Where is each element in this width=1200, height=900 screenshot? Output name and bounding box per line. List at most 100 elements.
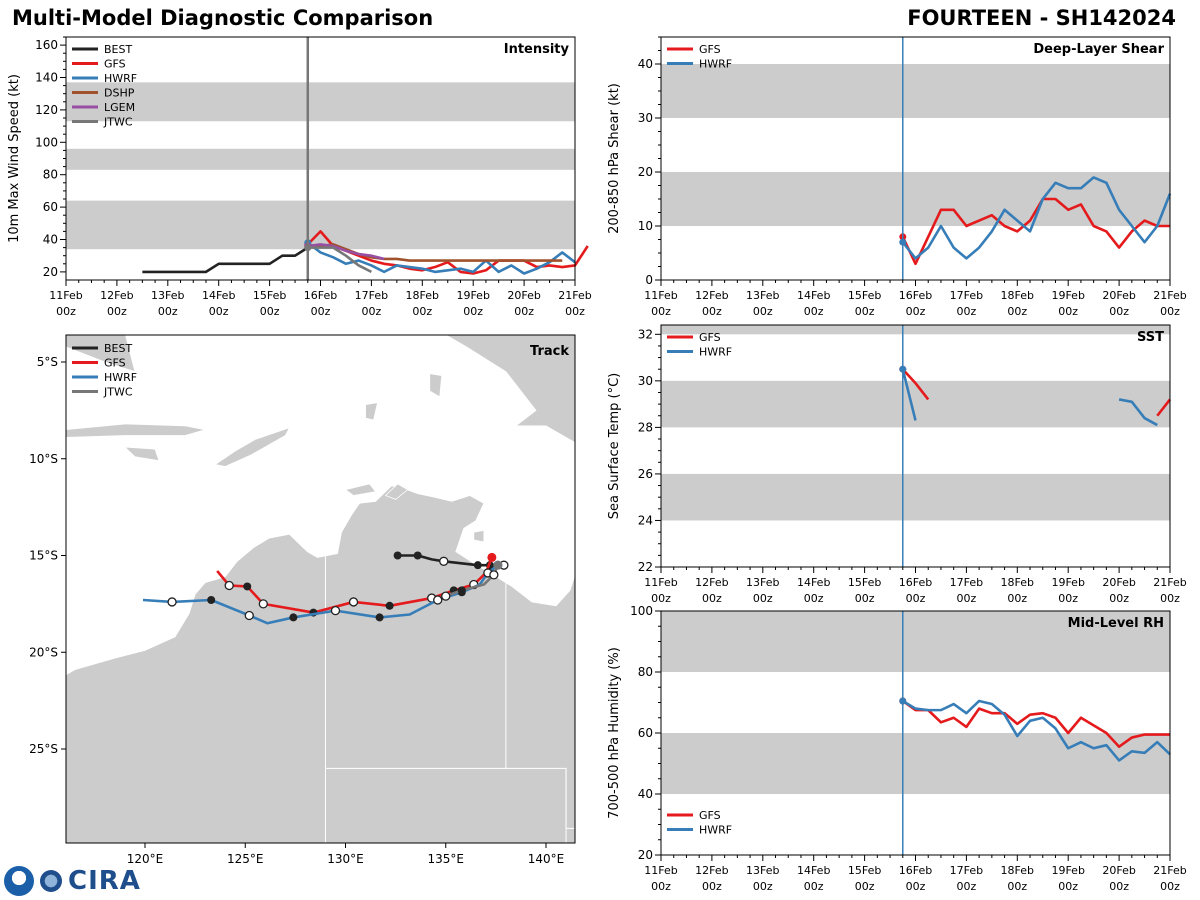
x-tick-label: 21Feb bbox=[1153, 289, 1186, 302]
x-tick-label: 15Feb bbox=[848, 576, 881, 589]
tanimbar-islands bbox=[365, 402, 379, 421]
track-position-marker bbox=[433, 595, 443, 605]
y-tick-label: 80 bbox=[638, 665, 653, 679]
track-position-marker bbox=[224, 580, 234, 591]
threshold-band bbox=[661, 611, 1170, 672]
legend-label: GFS bbox=[699, 331, 721, 344]
y-tick-label: 30 bbox=[638, 374, 653, 388]
sumba-island bbox=[123, 446, 160, 462]
x-tick-hour-label: 00z bbox=[56, 305, 76, 318]
y-tick-label: 80 bbox=[43, 168, 58, 182]
track-start-marker bbox=[493, 560, 503, 570]
track-position-marker bbox=[413, 551, 422, 560]
lat-label: 15°S bbox=[29, 549, 58, 563]
y-tick-label: 0 bbox=[645, 273, 653, 287]
panel-title: Track bbox=[530, 344, 569, 359]
y-tick-label: 160 bbox=[35, 38, 58, 52]
y-tick-label: 40 bbox=[43, 233, 58, 247]
legend-label: GFS bbox=[104, 58, 126, 71]
x-tick-hour-label: 00z bbox=[855, 880, 875, 893]
y-tick-label: 100 bbox=[630, 604, 653, 618]
lon-label: 120°E bbox=[127, 852, 164, 866]
track-position-marker bbox=[348, 597, 359, 607]
track-position-marker bbox=[385, 601, 394, 610]
y-axis-label: 200-850 hPa Shear (kt) bbox=[607, 83, 622, 234]
series-line-gfs bbox=[902, 699, 1170, 749]
threshold-band bbox=[661, 64, 1170, 118]
x-tick-hour-label: 00z bbox=[804, 305, 824, 318]
y-tick-label: 20 bbox=[43, 265, 58, 279]
threshold-band bbox=[661, 172, 1170, 226]
x-tick-label: 16Feb bbox=[899, 289, 932, 302]
threshold-band bbox=[661, 325, 1170, 335]
track-position-marker bbox=[375, 613, 384, 622]
cira-logo: CIRA bbox=[4, 866, 141, 896]
x-tick-label: 16Feb bbox=[304, 289, 337, 302]
y-tick-label: 32 bbox=[638, 327, 653, 341]
y-tick-label: 120 bbox=[35, 103, 58, 117]
x-tick-label: 13Feb bbox=[746, 864, 779, 877]
series-line-hwrf bbox=[901, 176, 1172, 260]
track-position-marker bbox=[244, 610, 254, 621]
panel-track: 120°E 125°E 130°E 135°E 140°E 5°S 10°S 15°S 20°S… bbox=[29, 334, 576, 866]
x-tick-hour-label: 00z bbox=[158, 305, 178, 318]
panel-intensity: 11Feb 00z 12Feb 00z 13Feb 00z 14Feb 00z 15Feb 00z… bbox=[7, 36, 592, 318]
x-tick-label: 18Feb bbox=[1001, 289, 1034, 302]
panel-title: Intensity bbox=[504, 42, 570, 57]
panel-title: SST bbox=[1137, 330, 1164, 345]
x-tick-label: 11Feb bbox=[49, 289, 82, 302]
x-tick-hour-label: 00z bbox=[804, 880, 824, 893]
series-line-jtwc bbox=[307, 246, 372, 274]
new-guinea bbox=[445, 335, 575, 444]
x-tick-label: 20Feb bbox=[507, 289, 540, 302]
series-line-gfs bbox=[1156, 398, 1172, 417]
x-tick-label: 19Feb bbox=[1051, 864, 1084, 877]
series-line-hwrf bbox=[902, 699, 1171, 762]
x-tick-label: 19Feb bbox=[1051, 289, 1084, 302]
x-tick-hour-label: 00z bbox=[753, 592, 773, 605]
lat-label: 5°S bbox=[37, 355, 58, 369]
track-start-marker bbox=[487, 552, 497, 562]
track-position-marker bbox=[489, 570, 499, 580]
x-tick-hour-label: 00z bbox=[651, 880, 671, 893]
x-tick-label: 18Feb bbox=[1001, 576, 1034, 589]
y-tick-label: 24 bbox=[638, 513, 653, 527]
x-tick-label: 16Feb bbox=[899, 864, 932, 877]
x-tick-hour-label: 00z bbox=[1109, 305, 1129, 318]
y-tick-label: 20 bbox=[638, 165, 653, 179]
x-tick-hour-label: 00z bbox=[702, 880, 722, 893]
x-tick-hour-label: 00z bbox=[855, 592, 875, 605]
track-position-marker bbox=[243, 582, 252, 591]
x-tick-hour-label: 00z bbox=[753, 880, 773, 893]
legend-label: JTWC bbox=[103, 386, 133, 399]
x-tick-hour-label: 00z bbox=[1160, 305, 1180, 318]
x-tick-label: 18Feb bbox=[406, 289, 439, 302]
y-axis-label: Sea Surface Temp (°C) bbox=[607, 373, 622, 520]
series-line-best bbox=[142, 246, 309, 274]
x-tick-label: 13Feb bbox=[151, 289, 184, 302]
y-tick-label: 140 bbox=[35, 71, 58, 85]
x-tick-hour-label: 00z bbox=[1058, 305, 1078, 318]
lon-label: 135°E bbox=[428, 852, 465, 866]
x-tick-label: 12Feb bbox=[695, 289, 728, 302]
legend-label: GFS bbox=[699, 809, 721, 822]
plot-frame bbox=[660, 610, 1171, 856]
x-tick-hour-label: 00z bbox=[514, 305, 534, 318]
x-tick-hour-label: 00z bbox=[362, 305, 382, 318]
x-tick-hour-label: 00z bbox=[702, 592, 722, 605]
x-tick-hour-label: 00z bbox=[957, 592, 977, 605]
track-position-marker bbox=[167, 597, 177, 607]
y-tick-label: 40 bbox=[638, 787, 653, 801]
track-position-marker bbox=[457, 586, 466, 595]
track-position-marker bbox=[207, 596, 216, 605]
x-tick-label: 20Feb bbox=[1102, 576, 1135, 589]
track-position-marker bbox=[473, 561, 482, 570]
series-line-gfs bbox=[901, 368, 930, 401]
australia-landmass bbox=[66, 485, 575, 843]
sulawesi-south bbox=[66, 335, 136, 373]
x-tick-hour-label: 00z bbox=[107, 305, 127, 318]
y-tick-label: 26 bbox=[638, 467, 653, 481]
y-axis-label: 10m Max Wind Speed (kt) bbox=[7, 74, 22, 243]
x-tick-label: 14Feb bbox=[797, 864, 830, 877]
